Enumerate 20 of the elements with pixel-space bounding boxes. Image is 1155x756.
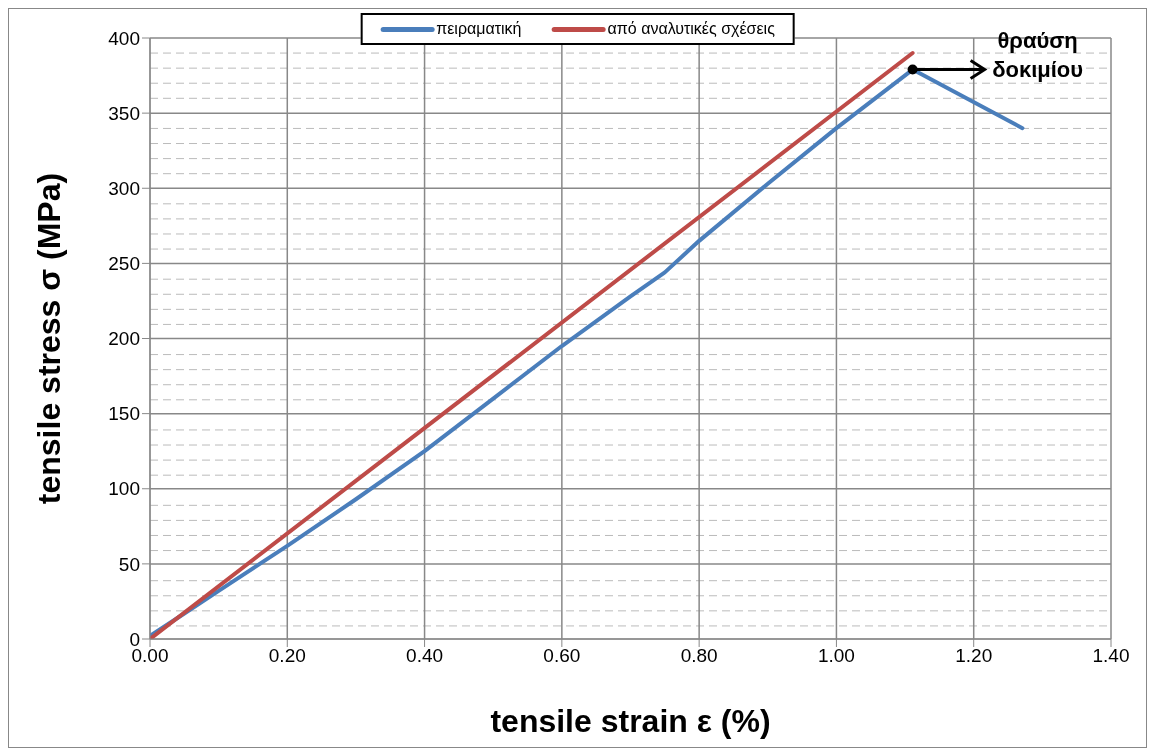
x-tick-label: 1.20 — [955, 645, 993, 667]
legend-label: πειραματική — [435, 20, 522, 38]
y-tick-label: 300 — [108, 177, 140, 199]
y-tick-label: 200 — [108, 328, 140, 350]
x-tick-label: 0.60 — [543, 645, 581, 667]
y-tick-label: 250 — [108, 253, 140, 275]
x-tick-label: 0.20 — [268, 645, 306, 667]
y-tick-label: 100 — [108, 478, 140, 500]
y-tick-label: 50 — [118, 553, 140, 575]
y-tick-label: 150 — [108, 403, 140, 425]
x-axis-title: tensile strain ε (%) — [490, 702, 771, 739]
y-tick-label: 400 — [108, 27, 140, 49]
x-tick-label: 0.40 — [406, 645, 444, 667]
legend-label: από αναλυτικές σχέσεις — [606, 20, 775, 38]
x-tick-label: 1.40 — [1092, 645, 1130, 667]
y-tick-label: 350 — [108, 102, 140, 124]
x-tick-label: 0.80 — [680, 645, 718, 667]
x-tick-label: 1.00 — [817, 645, 855, 667]
y-axis-title: tensile stress σ (MPa) — [31, 172, 68, 505]
annotation: θραύση δοκιμίου — [992, 27, 1084, 82]
